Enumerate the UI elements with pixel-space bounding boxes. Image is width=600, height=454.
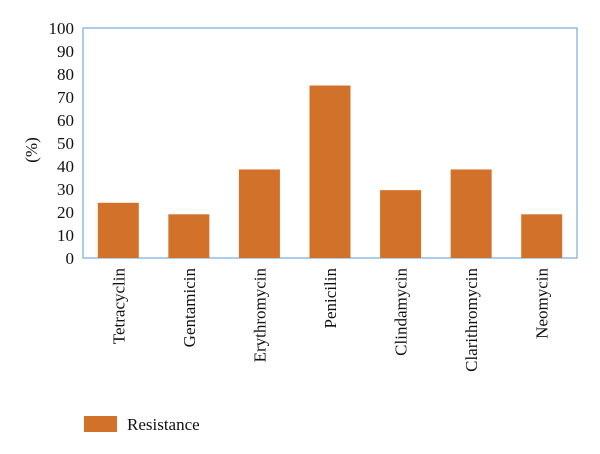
y-tick-label: 90 bbox=[57, 42, 74, 61]
x-category-label: Neomycin bbox=[533, 268, 552, 339]
bar-clarithromycin bbox=[450, 169, 492, 258]
y-tick-label: 20 bbox=[57, 203, 74, 222]
x-category-label: Tetracyclin bbox=[109, 268, 128, 345]
x-category-label: Gentamicin bbox=[180, 268, 199, 348]
legend-label: Resistance bbox=[127, 415, 200, 434]
y-tick-label: 100 bbox=[49, 19, 75, 38]
bar-neomycin bbox=[521, 214, 563, 258]
y-tick-label: 80 bbox=[57, 65, 74, 84]
y-tick-label: 10 bbox=[57, 226, 74, 245]
y-tick-label: 30 bbox=[57, 180, 74, 199]
y-tick-label: 40 bbox=[57, 157, 74, 176]
bar-clindamycin bbox=[380, 190, 422, 258]
y-axis: 0 10 20 30 40 50 60 70 80 90 100 bbox=[49, 19, 75, 268]
x-axis: Tetracyclin Gentamicin Erythromycin Penicil… bbox=[109, 268, 551, 372]
bar-penicilin bbox=[309, 85, 351, 258]
bar-gentamicin bbox=[168, 214, 210, 258]
bars bbox=[97, 85, 563, 258]
bar-tetracyclin bbox=[97, 202, 139, 258]
y-tick-label: 70 bbox=[57, 88, 74, 107]
legend: Resistance bbox=[84, 415, 200, 434]
x-category-label: Erythromycin bbox=[250, 268, 269, 363]
y-tick-label: 50 bbox=[57, 134, 74, 153]
y-tick-label: 0 bbox=[66, 249, 75, 268]
x-category-label: Clarithromycin bbox=[462, 268, 481, 372]
y-axis-label: (%) bbox=[22, 137, 41, 162]
legend-swatch bbox=[84, 416, 117, 432]
bar-erythromycin bbox=[238, 169, 280, 258]
y-tick-label: 60 bbox=[57, 111, 74, 130]
x-category-label: Clindamycin bbox=[392, 268, 411, 356]
x-category-label: Penicilin bbox=[321, 268, 340, 329]
